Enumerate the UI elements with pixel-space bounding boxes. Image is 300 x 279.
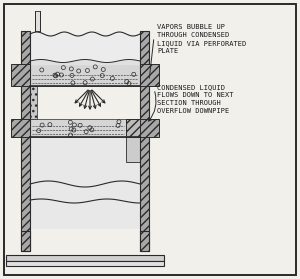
Bar: [140, 231, 149, 251]
Bar: [11, 119, 30, 137]
Bar: [6, 261, 164, 266]
Bar: [30, 119, 126, 137]
Bar: [126, 119, 140, 137]
Text: CONDENSED LIQUID
FLOWS DOWN TO NEXT
SECTION THROUGH
OVERFLOW DOWNPIPE: CONDENSED LIQUID FLOWS DOWN TO NEXT SECT…: [157, 84, 233, 114]
Text: VAPORS BUBBLE UP
THROUGH CONDENSED
LIQUID VIA PERFORATED
PLATE: VAPORS BUBBLE UP THROUGH CONDENSED LIQUI…: [157, 24, 246, 54]
Bar: [140, 64, 159, 86]
Bar: [140, 31, 149, 251]
Bar: [6, 255, 164, 261]
Bar: [11, 64, 30, 86]
Bar: [35, 11, 40, 31]
Bar: [140, 119, 159, 137]
Bar: [30, 86, 37, 119]
Bar: [30, 64, 140, 86]
Bar: [126, 137, 140, 162]
Bar: [30, 34, 140, 61]
Bar: [30, 137, 140, 229]
Bar: [21, 31, 30, 251]
Bar: [21, 231, 30, 251]
